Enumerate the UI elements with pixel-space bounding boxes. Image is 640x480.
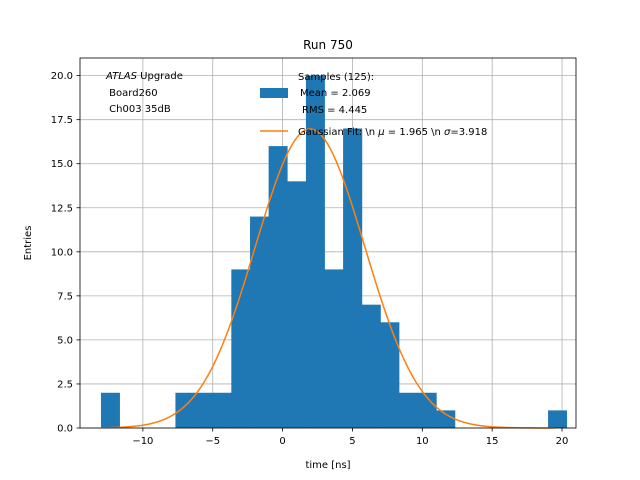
fit-curve-group [100,128,556,429]
histogram-bar [268,146,288,428]
y-tick-label: 0.0 [57,424,73,435]
histogram-bar [305,75,325,428]
annotation-line-1: ATLAS Upgrade [105,71,183,82]
annotation-line-2: Board260 [106,88,158,99]
histogram-bar [250,216,270,428]
x-tick-label: 10 [416,436,429,447]
y-axis-label: Entries [23,226,34,261]
y-tick-label: 15.0 [51,159,73,170]
histogram-bar [361,304,381,428]
legend: Samples (125): Mean = 2.069 RMS = 4.445 … [260,72,487,138]
legend-samples-swatch [260,88,288,98]
annotation-atlas: ATLAS [105,71,138,82]
y-tick-label: 5.0 [57,335,73,346]
legend-fit-label: Gaussian Fit: \n μ = 1.965 \n σ=3.918 [298,127,487,138]
histogram-bar [343,128,363,428]
histogram-bar [436,410,456,428]
axis-ticks: −10 −5 0 5 10 15 20 0.0 2.5 5.0 7.5 10.0 12.5 15.0 17.… [51,71,569,447]
histogram-bar [380,322,400,428]
chart-title: Run 750 [303,38,353,52]
x-tick-label: 0 [279,436,285,447]
y-tick-label: 17.5 [51,115,73,126]
atlas-annotation: ATLAS Upgrade Board260 Ch003 35dB [105,71,183,115]
legend-samples-rms: RMS = 4.445 [302,105,367,116]
histogram-bar [548,410,568,428]
y-tick-label: 7.5 [57,291,73,302]
x-tick-label: 5 [349,436,355,447]
annotation-line-3: Ch003 35dB [106,104,171,115]
y-tick-label: 12.5 [51,203,73,214]
legend-samples-title: Samples (125): [298,72,374,83]
histogram-bar [324,269,344,428]
annotation-upgrade: Upgrade [137,71,183,82]
histogram-bar [287,181,307,428]
x-axis-label: time [ns] [305,460,350,471]
x-tick-label: 15 [486,436,499,447]
x-tick-label: −5 [205,436,220,447]
y-tick-label: 10.0 [51,247,73,258]
histogram-bar [194,392,214,428]
histogram-bar [417,392,437,428]
histogram-bar [212,392,232,428]
y-tick-label: 20.0 [51,71,73,82]
y-tick-label: 2.5 [57,379,73,390]
x-tick-label: −10 [132,436,153,447]
legend-samples-mean: Mean = 2.069 [300,88,371,99]
x-tick-label: 20 [556,436,569,447]
histogram-bar [398,392,419,428]
histogram-bar [100,392,120,428]
gaussian-fit-line [100,128,556,429]
axes-frame [79,57,577,429]
